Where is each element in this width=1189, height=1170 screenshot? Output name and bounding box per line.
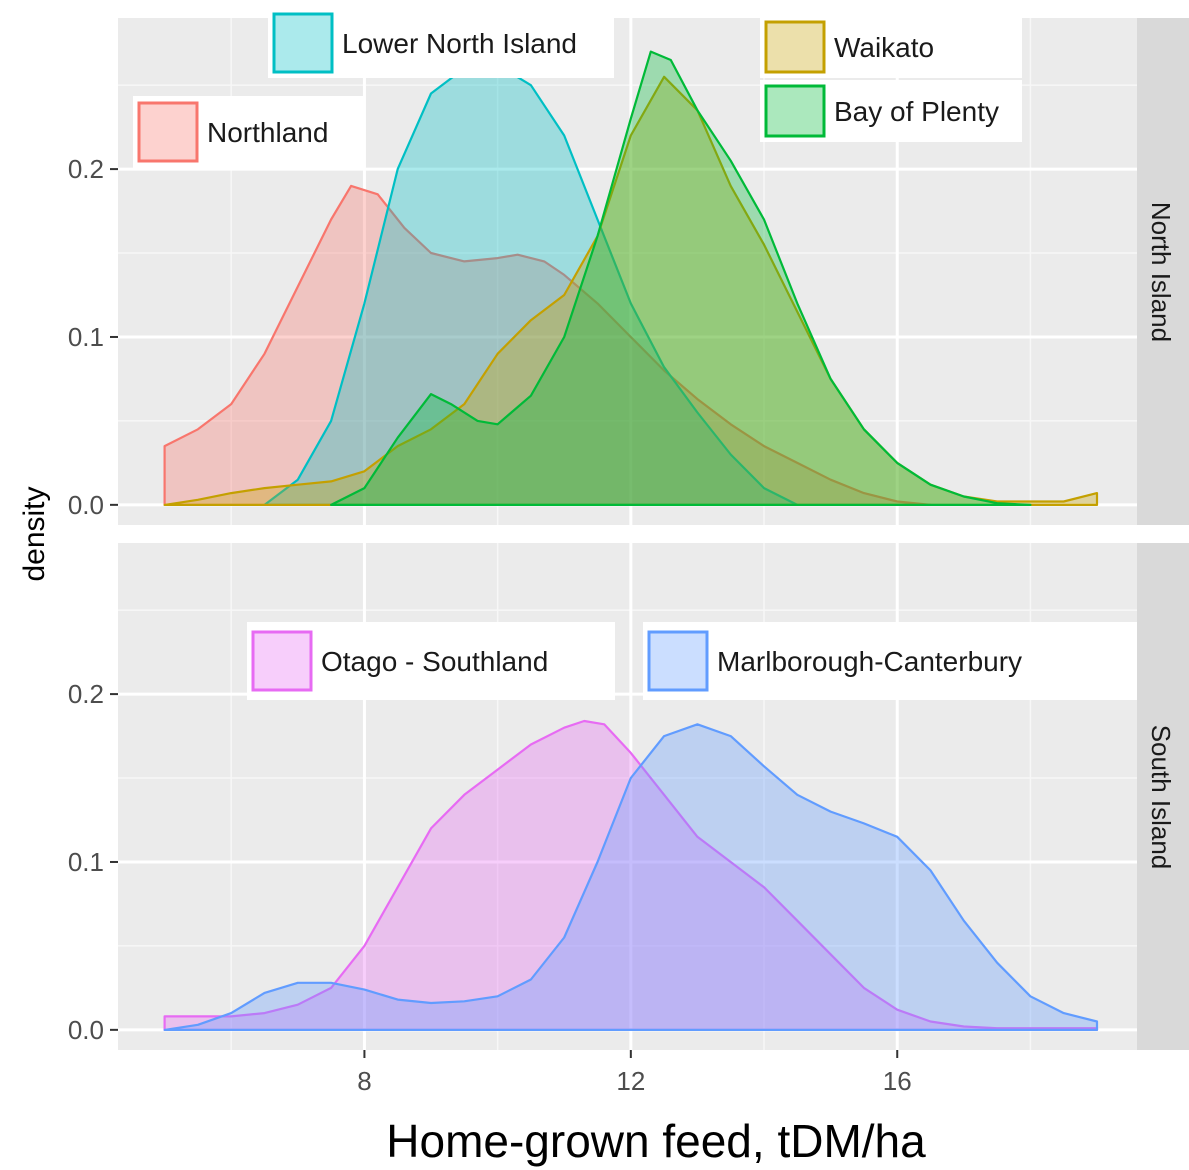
y-tick-label: 0.1 [68,847,104,877]
x-tick-label: 8 [357,1066,371,1096]
legend-key [764,20,826,74]
legend-label: Waikato [834,32,934,63]
density-area-lower-north-island [263,63,799,506]
legend-label: Lower North Island [342,28,577,59]
x-axis-title: Home-grown feed, tDM/ha [386,1115,926,1167]
legend-label: Otago - Southland [321,646,548,677]
x-tick-label: 16 [883,1066,912,1096]
density-area-northland [163,184,932,506]
legend-key [137,101,199,163]
y-tick-label: 0.0 [68,490,104,520]
legend-north: Lower North Island Northland Waikato Bay of… [133,8,1022,168]
legend-entry-northland: Northland [133,96,365,168]
legend-key [764,84,826,138]
strip-label-north: North Island [1146,202,1176,342]
legend-background [133,96,365,168]
legend-key [272,12,334,74]
y-axis-title: density [18,486,51,581]
density-areas-north [163,50,1099,506]
legend-entry-waikato: Waikato [760,16,1022,78]
legend-label: Bay of Plenty [834,96,999,127]
x-axis-ticks: 8 12 16 [357,1050,912,1096]
density-area-marlborough-canterbury [163,723,1099,1031]
legend-key [647,630,709,692]
density-area-otago-southland [163,719,1099,1031]
legend-south: Otago - Southland Marlborough-Canterbury [247,622,1137,700]
legend-key [251,630,313,692]
legend-entry-lower-north-island: Lower North Island [268,8,614,78]
legend-background [643,622,1137,700]
strip-background-north [1137,18,1189,525]
legend-label: Northland [207,117,328,148]
legend-background [760,16,1022,78]
legend-entry-otago-southland: Otago - Southland [247,622,615,700]
strip-background-south [1137,543,1189,1050]
panel-south-island: 0.0 0.1 0.2 South Island Otago - Southland… [68,543,1189,1050]
legend-label: Marlborough-Canterbury [717,646,1022,677]
y-tick-label: 0.0 [68,1015,104,1045]
legend-background [760,80,1022,142]
density-area-waikato [163,75,1099,506]
legend-entry-marlborough-canterbury: Marlborough-Canterbury [643,622,1137,700]
legend-background [268,8,614,78]
legend-entry-bay-of-plenty: Bay of Plenty [760,80,1022,142]
density-area-bay-of-plenty [330,50,1032,506]
x-tick-label: 12 [616,1066,645,1096]
y-axis-ticks-north: 0.0 0.1 0.2 [68,154,118,520]
legend-background [247,622,615,700]
y-axis-ticks-south: 0.0 0.1 0.2 [68,679,118,1045]
panel-north-island: 0.0 0.1 0.2 North Island Lower North Islan… [68,8,1189,525]
strip-label-south: South Island [1146,725,1176,870]
y-tick-label: 0.1 [68,322,104,352]
density-areas-south [163,719,1099,1031]
y-tick-label: 0.2 [68,679,104,709]
y-tick-label: 0.2 [68,154,104,184]
